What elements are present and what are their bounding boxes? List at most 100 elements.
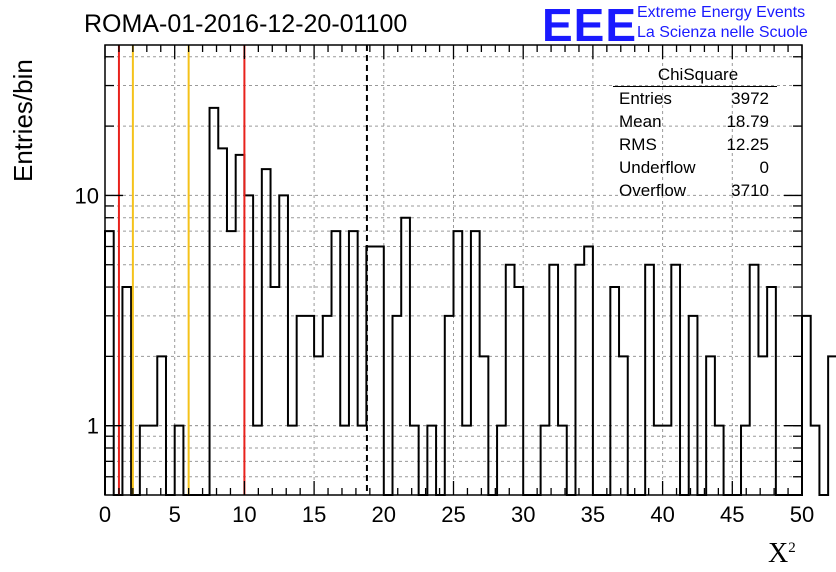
histogram-bin	[262, 169, 271, 495]
y-tick-label: 1	[87, 414, 99, 439]
stats-value: 3972	[731, 89, 769, 108]
histogram-bin	[471, 231, 480, 495]
histogram-bin	[828, 356, 836, 495]
stats-box: ChiSquare Entries 3972 Mean 18.79 RMS 12.25…	[609, 64, 777, 202]
histogram-bin	[323, 316, 332, 495]
stats-label: Overflow	[619, 181, 687, 200]
axis-tick-labels: 0 5 10 15 20 25 30 35 40 45 50 1 10	[75, 183, 815, 527]
eee-logo: EEE	[542, 0, 638, 51]
histogram-bin	[689, 316, 698, 495]
stats-label: Underflow	[619, 158, 696, 177]
stats-value: 12.25	[726, 135, 769, 154]
histogram-bin	[410, 426, 419, 495]
histogram-bin	[288, 426, 297, 495]
axis-ticks	[104, 45, 803, 495]
histogram-bin	[236, 155, 245, 495]
histogram-bin	[445, 316, 454, 495]
histogram-bin	[149, 426, 158, 495]
histogram-bin	[619, 356, 628, 495]
y-tick-label: 10	[75, 183, 99, 208]
histogram-bin	[271, 287, 280, 495]
histogram-bin	[584, 246, 593, 495]
histogram-bin	[218, 148, 227, 495]
histogram-bin	[349, 231, 358, 495]
histogram-bin	[671, 265, 680, 495]
stats-box-title: ChiSquare	[657, 65, 739, 84]
histogram-bin	[105, 231, 114, 495]
histogram-bin	[244, 195, 253, 495]
histogram-bin	[706, 356, 715, 495]
histogram-bin	[140, 426, 149, 495]
histogram-bin	[506, 265, 515, 495]
stats-value: 0	[759, 158, 769, 177]
histogram-bin	[122, 287, 131, 495]
x-tick-label: 25	[441, 502, 465, 527]
histogram-bin	[210, 108, 219, 495]
x-tick-label: 10	[232, 502, 256, 527]
histogram-bin	[767, 287, 776, 495]
histogram-bin	[497, 426, 506, 495]
histogram-bin	[514, 287, 523, 495]
histogram-bin	[227, 231, 236, 495]
histogram-bin	[340, 426, 349, 495]
x-tick-label: 40	[650, 502, 674, 527]
histogram-bin	[663, 426, 672, 495]
stats-row-entries: Entries 3972	[609, 87, 777, 110]
x-tick-label: 15	[302, 502, 326, 527]
histogram-bin	[811, 426, 820, 495]
stats-value: 3710	[731, 181, 769, 200]
histogram-bin	[297, 316, 306, 495]
histogram-bin	[175, 426, 184, 495]
histogram-bin	[802, 316, 811, 495]
histogram-bin	[305, 316, 314, 495]
x-tick-label: 30	[511, 502, 535, 527]
marker-lines	[117, 45, 368, 495]
x-tick-label: 5	[169, 502, 181, 527]
histogram-bin	[358, 426, 367, 495]
stats-row-mean: Mean 18.79	[609, 110, 777, 133]
stats-value: 18.79	[726, 112, 769, 131]
histogram-bin	[332, 231, 341, 495]
histogram-bin	[462, 426, 471, 495]
histogram-bin	[454, 231, 463, 495]
histogram-bin	[558, 426, 567, 495]
histogram-bin	[427, 426, 436, 495]
x-tick-label: 35	[581, 502, 605, 527]
histogram-bin	[741, 426, 750, 495]
histogram-bin	[393, 316, 402, 495]
histogram-bin	[610, 287, 619, 495]
histogram-bin	[575, 265, 584, 495]
histogram-bin	[715, 426, 724, 495]
stats-row-underflow: Underflow 0	[609, 156, 777, 179]
histogram-bin	[375, 246, 384, 495]
histogram-bin	[758, 356, 767, 495]
x-axis-label: X2	[768, 538, 796, 570]
stats-row-overflow: Overflow 3710	[609, 179, 777, 202]
stats-label: Entries	[619, 89, 672, 108]
chart-title: ROMA-01-2016-12-20-01100	[84, 10, 408, 38]
histogram-bin	[253, 426, 262, 495]
histogram-bin	[549, 265, 558, 495]
x-axis-label-main: X	[768, 538, 789, 569]
logo-subtitle-2: La Scienza nelle Scuole	[637, 24, 808, 41]
stats-label: RMS	[619, 135, 657, 154]
x-tick-label: 0	[99, 502, 111, 527]
histogram-bin	[314, 356, 323, 495]
histogram-bin	[480, 356, 489, 495]
histogram-bin	[654, 426, 663, 495]
stats-box-separator	[613, 86, 777, 87]
x-axis-label-superscript: 2	[788, 540, 796, 556]
x-tick-label: 50	[790, 502, 814, 527]
logo-subtitle-1: Extreme Energy Events	[637, 4, 806, 21]
histogram-bin	[401, 218, 410, 495]
histogram-bin	[541, 426, 550, 495]
x-tick-label: 20	[372, 502, 396, 527]
histogram-bin	[645, 265, 654, 495]
histogram-bin	[157, 356, 166, 495]
histogram-bin	[279, 195, 288, 495]
x-tick-label: 45	[720, 502, 744, 527]
stats-label: Mean	[619, 112, 662, 131]
stats-row-rms: RMS 12.25	[609, 133, 777, 156]
histogram-bin	[750, 265, 759, 495]
